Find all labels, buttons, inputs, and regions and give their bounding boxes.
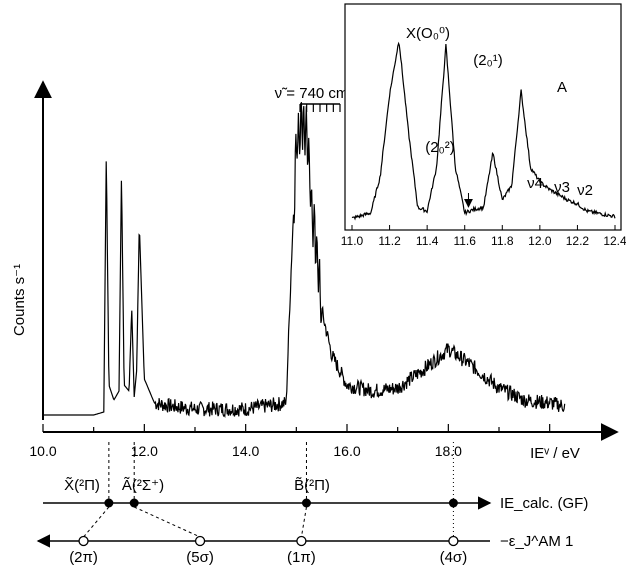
inset-spectrum-line <box>351 41 616 221</box>
orbital-label: (2π) <box>69 549 98 566</box>
ie-calc-marker <box>448 498 458 508</box>
inset-annotation: ν2 <box>577 182 593 199</box>
vibrational-spacing-label: ν̃ = 740 cm⁻¹ <box>275 85 362 102</box>
inset-annotation: ν4 <box>527 175 543 192</box>
ie-calc-marker <box>104 498 114 508</box>
orbital-energy-label: −ε_J^AM 1 <box>500 533 573 550</box>
inset-annotation: X(O₀⁰) <box>406 25 450 42</box>
x-tick-label: 14.0 <box>232 443 259 459</box>
x-tick-label: 12.0 <box>131 443 158 459</box>
correlation-line <box>133 506 201 538</box>
x-tick-marks <box>42 424 551 432</box>
inset-tick-label: 11.8 <box>491 234 514 248</box>
correlation-line <box>83 506 110 538</box>
state-label: B̃(²Π) <box>294 477 330 494</box>
inset-tick-label: 11.2 <box>378 234 401 248</box>
ie-calc-marker <box>129 498 139 508</box>
orbital-marker <box>296 535 307 547</box>
inset-tick-labels: 11.0 11.2 11.4 11.6 11.8 12.0 12.2 12.4 <box>341 234 626 248</box>
inset-tick-label: 12.0 <box>528 234 552 248</box>
correlation-line <box>300 506 307 538</box>
inset-tick-label: 11.6 <box>453 234 476 248</box>
ie-calc-marker <box>301 498 311 508</box>
state-label: X̃(²Π) <box>64 477 100 494</box>
energy-level-markers: X̃(²Π) Ã(²Σ⁺) B̃(²Π) (2π) (5σ) (1π) (4σ) <box>64 440 467 566</box>
orbital-marker <box>448 535 459 547</box>
vibrational-comb <box>299 103 341 112</box>
inset-annotation: (2₀²) <box>425 139 455 156</box>
x-axis-label: IEᵛ / eV <box>530 445 580 462</box>
y-axis-label: Counts s⁻¹ <box>11 264 28 336</box>
inset-tick-label: 12.2 <box>566 234 590 248</box>
x-tick-label: 10.0 <box>29 443 56 459</box>
inset-frame <box>344 3 622 231</box>
inset-tick-marks <box>351 225 616 230</box>
main-spectrum-line <box>43 102 566 418</box>
inset-tick-label: 11.0 <box>341 234 364 248</box>
x-tick-label: 18.0 <box>435 443 462 459</box>
x-tick-label: 16.0 <box>333 443 360 459</box>
inset-annotations: X(O₀⁰) (2₀¹) (2₀²) Aν4 ν3 ν2 <box>406 25 593 208</box>
orbital-marker <box>78 535 89 547</box>
inset-annotation: (2₀¹) <box>473 52 503 69</box>
orbital-marker <box>194 535 206 547</box>
x-tick-labels: 10.0 12.0 14.0 16.0 18.0 <box>29 443 462 459</box>
orbital-label: (1π) <box>287 549 316 566</box>
ie-calc-label: IE_calc. (GF) <box>500 495 588 512</box>
orbital-label: (4σ) <box>440 549 468 566</box>
inset-annotation: A <box>557 79 567 96</box>
state-label: Ã(²Σ⁺) <box>122 477 164 494</box>
orbital-label: (5σ) <box>186 549 214 566</box>
inset-tick-label: 12.4 <box>603 234 626 248</box>
inset-tick-label: 11.4 <box>416 234 439 248</box>
inset-annotation: ν3 <box>554 179 570 196</box>
